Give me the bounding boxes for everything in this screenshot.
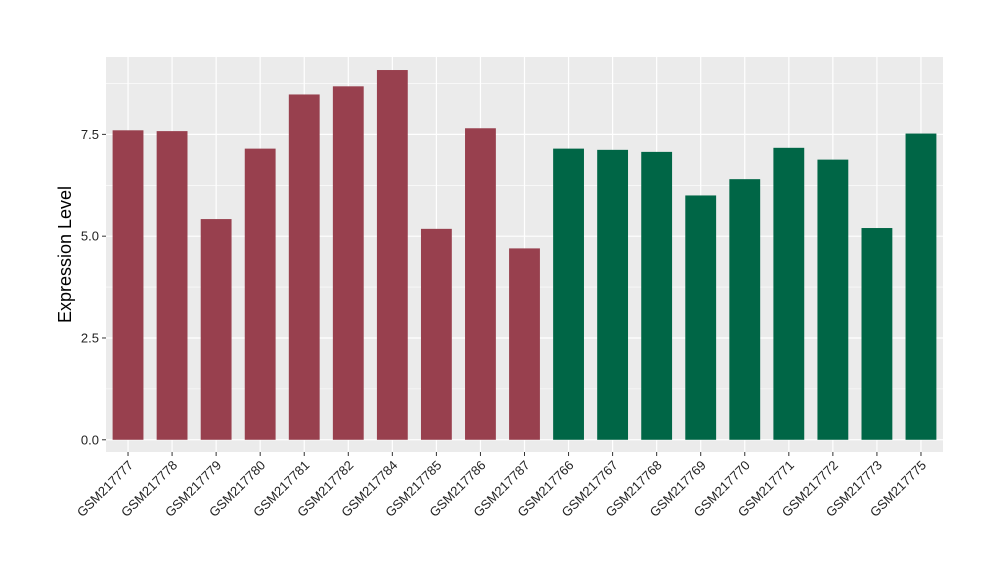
bar-GSM217779 — [200, 219, 232, 440]
y-tick-label: 5.0 — [81, 229, 99, 244]
bar-GSM217775 — [905, 133, 937, 440]
bars — [112, 70, 937, 440]
bar-GSM217767 — [597, 149, 629, 440]
bar-GSM217785 — [420, 228, 452, 440]
y-axis-ticks: 0.0 2.5 5.0 7.5 — [81, 127, 106, 447]
bar-GSM217780 — [244, 148, 276, 440]
bar-GSM217784 — [376, 70, 408, 440]
bar-GSM217782 — [332, 86, 364, 440]
bar-GSM217778 — [156, 131, 188, 440]
bar-GSM217768 — [641, 151, 673, 440]
y-tick-label: 0.0 — [81, 432, 99, 447]
bar-GSM217766 — [553, 148, 584, 440]
bar-GSM217773 — [861, 228, 893, 440]
x-axis-ticks: GSM217777GSM217778GSM217779GSM217780GSM2… — [74, 452, 929, 520]
bar-GSM217769 — [685, 195, 717, 440]
bar-GSM217771 — [773, 147, 805, 440]
bar-GSM217786 — [465, 128, 496, 440]
bar-GSM217787 — [509, 248, 540, 440]
y-axis-label: Expression Level — [55, 186, 75, 323]
bar-GSM217770 — [729, 179, 761, 440]
bar-GSM217781 — [288, 94, 320, 440]
y-tick-label: 7.5 — [81, 127, 99, 142]
bar-GSM217772 — [817, 159, 849, 440]
y-tick-label: 2.5 — [81, 330, 99, 345]
bar-GSM217777 — [112, 130, 144, 440]
